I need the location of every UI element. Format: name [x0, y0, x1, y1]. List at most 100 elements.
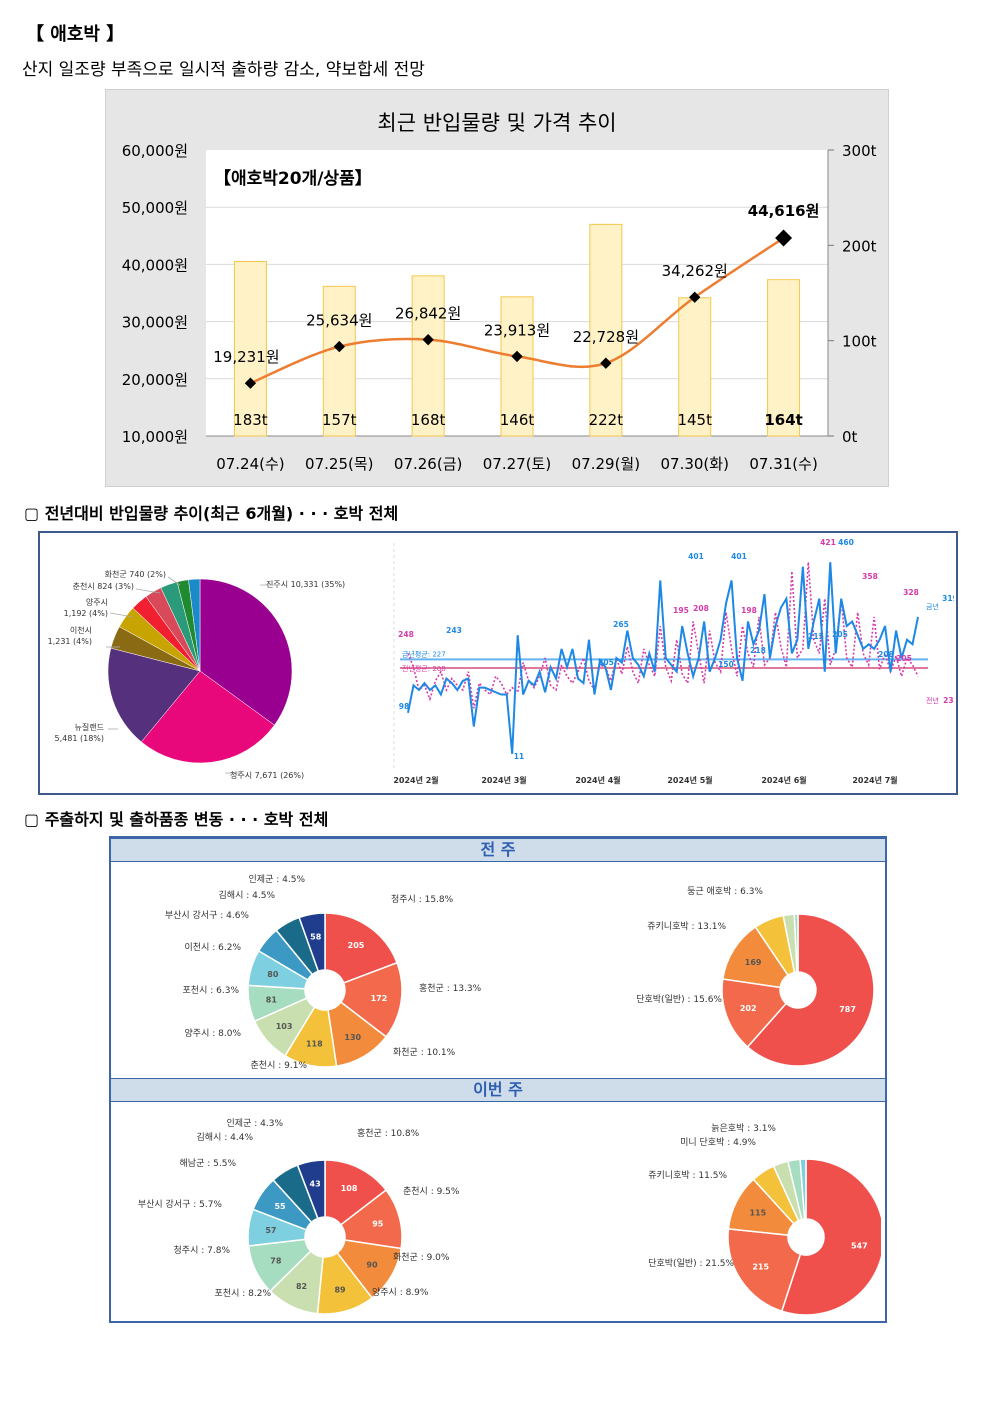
- donut-label: 홍천군 : 13.3%: [419, 982, 482, 994]
- legend-last-year: 전년: [926, 696, 939, 705]
- pie-label: 춘천시 824 (3%): [73, 581, 134, 591]
- donut-inner-value: 103: [276, 1022, 293, 1031]
- volume-bar: [322, 285, 356, 437]
- volume-label: 157t: [322, 411, 357, 429]
- donut-inner-value: 787: [839, 1005, 856, 1014]
- pie-leader-line: [109, 612, 134, 618]
- y-left-tick-label: 10,000원: [122, 428, 188, 446]
- donut-inner-value: 95: [372, 1219, 384, 1228]
- donut-label: 미니 단호박 : 4.9%: [680, 1137, 756, 1148]
- volume-label: 145t: [677, 411, 712, 429]
- donut-label: 늙은호박 : 3.1%: [711, 1123, 776, 1134]
- donut-inner-value: 202: [740, 1004, 757, 1013]
- series-point-label: 460: [838, 538, 854, 547]
- price-label: 26,842원: [395, 305, 461, 323]
- volume-bar: [411, 275, 445, 437]
- pie-slice: [199, 578, 293, 726]
- pie-label: 청주시 7,671 (26%): [230, 771, 304, 780]
- price-marker: [422, 334, 434, 346]
- x-tick-label: 2024년 3월: [481, 775, 526, 785]
- price-label: 44,616원: [748, 202, 820, 220]
- donut-label: 홍천군 : 10.8%: [357, 1127, 420, 1139]
- price-marker: [244, 377, 257, 389]
- pie-label-name: 이천시: [70, 625, 92, 635]
- price-label: 23,913원: [484, 321, 550, 339]
- donut-label: 단호박(일반) : 21.5%: [648, 1258, 734, 1269]
- price-marker: [333, 340, 345, 353]
- series-point-label: 195: [673, 606, 689, 615]
- page-subtitle: 산지 일조량 부족으로 일시적 출하량 감소, 약보합세 전망: [22, 60, 425, 80]
- series-point-label: 328: [903, 588, 919, 597]
- donut-label: 해남군 : 5.5%: [180, 1158, 237, 1169]
- origin-share-pie: 진주시 10,331 (35%) 청주시 7,671 (26%) 뉴질랜드 5,481…: [48, 569, 346, 780]
- donut-label: 이천시 : 6.2%: [185, 942, 242, 953]
- donut-slice: [721, 978, 788, 1048]
- donut-inner-value: 58: [310, 932, 322, 941]
- avg-label-this-year: 금년평균: 227: [402, 649, 446, 658]
- series-point-label: 234: [943, 696, 954, 705]
- volume-label: 183t: [233, 411, 268, 429]
- pie-label: 진주시 10,331 (35%): [266, 579, 345, 589]
- donut-label: 춘천시 : 9.1%: [251, 1060, 308, 1071]
- y-left-tick-label: 60,000원: [122, 142, 188, 160]
- chart-annotation: 【애호박20개/상품】: [214, 168, 372, 189]
- y-left-tick-label: 20,000원: [122, 371, 188, 389]
- donut-inner-value: 172: [371, 994, 388, 1003]
- donut-inner-value: 81: [266, 996, 278, 1005]
- series-last-year-line: [407, 562, 919, 709]
- prev-week-variety-donut: 787202169애호박 : 60.9%단호박(일반) : 15.6%쥬키니호박…: [636, 886, 875, 1067]
- donut-slice: [296, 1159, 326, 1220]
- series-point-label: 401: [731, 552, 747, 561]
- pie-leader-line: [135, 588, 161, 594]
- series-point-label: 208: [693, 604, 709, 613]
- donut-inner-value: 205: [348, 941, 365, 950]
- y-right-tick-label: 100t: [842, 333, 877, 351]
- price-volume-chart-svg: 최근 반입물량 및 가격 추이 60,000원 50,000원 40,000원 30,0…: [122, 111, 877, 473]
- x-tick-label: 2024년 5월: [667, 775, 712, 785]
- price-label: 25,634원: [306, 312, 372, 330]
- series-point-label: 265: [613, 620, 629, 629]
- donut-slice: [298, 912, 326, 973]
- volume-label: 222t: [589, 411, 624, 429]
- x-tick-label: 2024년 6월: [761, 775, 806, 785]
- series-point-label: 11: [514, 752, 524, 761]
- donut-label: 쥬키니호박 : 11.5%: [648, 1170, 727, 1181]
- x-tick-label: 07.27(토): [483, 455, 551, 473]
- band-prev-week: 전 주: [111, 838, 885, 862]
- donut-inner-value: 82: [296, 1282, 307, 1291]
- donut-inner-value: 115: [749, 1209, 766, 1218]
- prev-week-origin-donut: 205 172 130 118 103 81 80 58 청주시 : 15.8% 홍천군 : 13…: [165, 874, 482, 1071]
- y-right-tick-label: 300t: [842, 142, 877, 160]
- band-this-week: 이번 주: [111, 1078, 885, 1102]
- donut-slice: [339, 961, 403, 1038]
- donut-label: 청주시 : 7.8%: [174, 1245, 231, 1256]
- chart-title: 최근 반입물량 및 가격 추이: [377, 111, 616, 135]
- donut-label: 화천군 : 10.1%: [393, 1047, 456, 1058]
- x-tick-label: 07.29(월): [572, 455, 640, 473]
- price-label: 19,231원: [213, 348, 279, 366]
- series-point-label: 401: [688, 552, 704, 561]
- donut-slice: [727, 1228, 802, 1313]
- series-point-label: 205: [896, 654, 912, 663]
- donut-inner-value: 43: [310, 1179, 321, 1188]
- donut-label: 단호박(일반) : 15.6%: [636, 994, 722, 1005]
- x-tick-label: 2024년 7월: [852, 775, 897, 785]
- donut-label: 화천군 : 9.0%: [393, 1252, 450, 1263]
- donut-inner-value: 169: [745, 958, 762, 967]
- donut-slice: [324, 1159, 388, 1226]
- series-point-label: 198: [741, 606, 757, 615]
- x-tick-label: 07.31(수): [749, 455, 817, 473]
- donut-label: 김해시 : 4.5%: [219, 889, 276, 901]
- donut-label: 둥근 애호박 : 6.3%: [687, 886, 763, 897]
- pie-slice: [141, 670, 275, 764]
- origin-variety-panel: 전 주 205 172 130 118 103 81 80 58 청주시 : 15.8% 홍천군 …: [109, 836, 887, 1323]
- donut-label: 포천시 : 6.3%: [183, 985, 240, 996]
- volume-label: 168t: [411, 411, 446, 429]
- series-point-label: 248: [398, 630, 414, 639]
- pie-slice: [107, 647, 201, 743]
- pie-label: 화천군 740 (2%): [105, 569, 166, 579]
- pie-label-value: 5,481 (18%): [55, 734, 104, 743]
- volume-bar: [678, 297, 712, 437]
- pie-label-value: 1,231 (4%): [48, 637, 92, 646]
- donut-label: 부산시 강서구 : 5.7%: [138, 1199, 223, 1210]
